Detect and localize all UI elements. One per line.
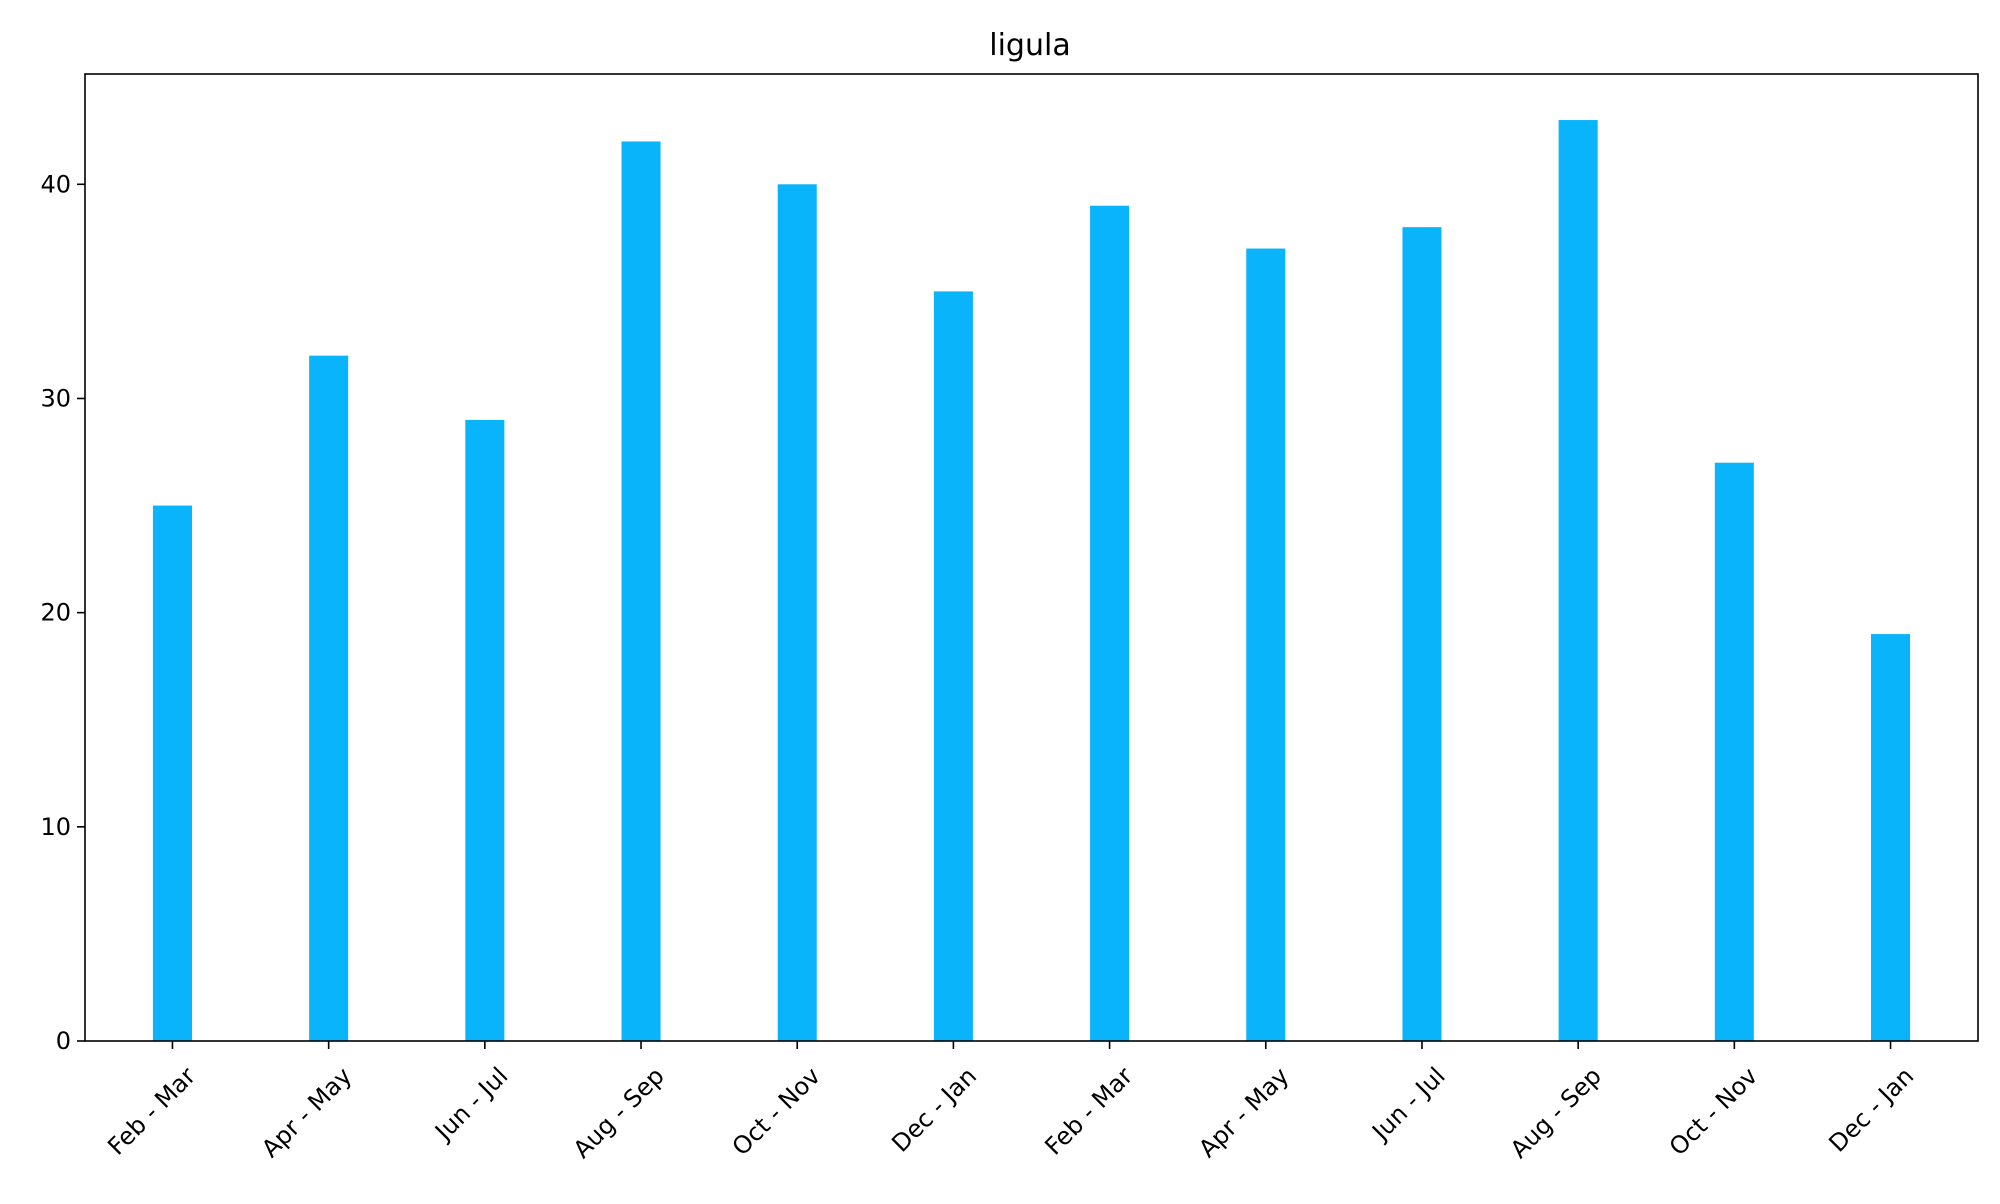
- bar: [621, 141, 661, 1042]
- x-axis: Feb - Mar Apr - May Jun - Jul Aug - Sep Oct …: [102, 1041, 1919, 1164]
- bars-layer: [152, 120, 1911, 1042]
- bar: [1558, 120, 1598, 1042]
- x-tick-label: Oct - Nov: [1664, 1062, 1763, 1161]
- x-tick-label: Oct - Nov: [727, 1062, 826, 1161]
- x-tick-label: Jun - Jul: [428, 1062, 513, 1147]
- bar: [1714, 462, 1754, 1042]
- x-tick-label: Feb - Mar: [1039, 1062, 1138, 1161]
- x-tick-label: Dec - Jan: [886, 1062, 982, 1158]
- x-tick-label: Apr - May: [256, 1062, 357, 1163]
- chart-title: ligula: [989, 28, 1070, 63]
- bar: [465, 419, 505, 1041]
- bar: [1402, 227, 1442, 1041]
- x-tick-label: Aug - Sep: [1505, 1062, 1607, 1164]
- y-tick-label: 20: [40, 599, 71, 627]
- y-tick-label: 30: [40, 384, 71, 412]
- bar: [1090, 205, 1130, 1042]
- y-axis: 0 10 20 30 40: [40, 170, 85, 1055]
- bar: [777, 184, 817, 1041]
- x-tick-label: Aug - Sep: [568, 1062, 670, 1164]
- bar: [152, 505, 192, 1041]
- plot-frame: [84, 73, 1979, 1042]
- y-tick-label: 40: [40, 170, 71, 198]
- y-tick-label: 0: [56, 1027, 71, 1055]
- bar: [1246, 248, 1286, 1041]
- x-tick-label: Jun - Jul: [1366, 1062, 1451, 1147]
- bar: [309, 355, 349, 1041]
- bar: [933, 291, 973, 1042]
- bar: [1871, 634, 1911, 1041]
- x-tick-label: Apr - May: [1193, 1062, 1294, 1163]
- x-tick-label: Dec - Jan: [1824, 1062, 1920, 1158]
- x-tick-label: Feb - Mar: [102, 1062, 201, 1161]
- y-tick-label: 10: [40, 813, 71, 841]
